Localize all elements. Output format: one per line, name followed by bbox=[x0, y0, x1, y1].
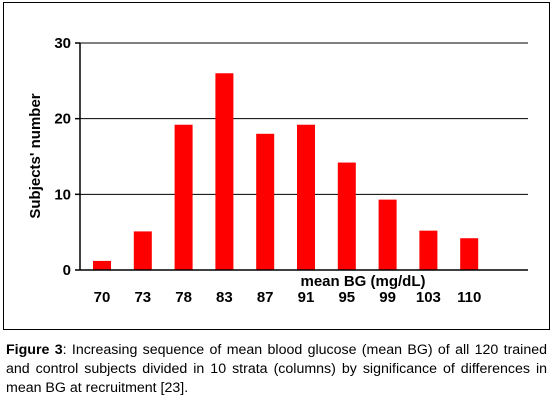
y-tick-labels: 0 10 20 30 bbox=[54, 35, 80, 279]
x-tick-label: 83 bbox=[216, 289, 233, 306]
x-axis-label: mean BG (mg/dL) bbox=[300, 273, 425, 290]
bar bbox=[133, 231, 152, 270]
x-tick-label: 70 bbox=[94, 289, 111, 306]
caption-reference: [23] bbox=[160, 380, 185, 396]
y-tick-label: 30 bbox=[54, 35, 71, 52]
caption-end: . bbox=[184, 380, 189, 396]
y-tick-label: 0 bbox=[63, 262, 71, 279]
bar bbox=[174, 124, 193, 270]
figure-caption: Figure 3: Increasing sequence of mean bl… bbox=[6, 341, 547, 398]
bar-chart: 0 10 20 30 70 73 78 83 87 91 95 99 103 110 mean BG (… bbox=[27, 35, 528, 306]
bar bbox=[297, 124, 315, 270]
caption-label: Figure 3 bbox=[6, 342, 63, 358]
x-tick-label: 87 bbox=[257, 289, 274, 306]
bar bbox=[337, 162, 356, 270]
x-tick-label: 99 bbox=[379, 289, 396, 306]
bars bbox=[93, 73, 479, 271]
x-tick-label: 95 bbox=[338, 289, 355, 306]
x-tick-labels: 70 73 78 83 87 91 95 99 103 110 bbox=[94, 289, 482, 306]
bar bbox=[215, 73, 234, 271]
y-tick-label: 20 bbox=[54, 111, 71, 128]
x-tick-label: 103 bbox=[416, 289, 441, 306]
caption-text: : Increasing sequence of mean blood gluc… bbox=[6, 342, 548, 396]
bar bbox=[256, 133, 275, 270]
y-tick-label: 10 bbox=[54, 186, 71, 203]
bar bbox=[378, 199, 397, 270]
x-tick-label: 110 bbox=[457, 289, 481, 306]
x-tick-label: 91 bbox=[298, 289, 315, 306]
chart-frame bbox=[3, 2, 550, 330]
bar bbox=[419, 230, 438, 270]
x-tick-label: 73 bbox=[134, 289, 151, 306]
x-tick-label: 78 bbox=[175, 289, 192, 306]
y-axis-label: Subjects' number bbox=[27, 93, 44, 218]
bar bbox=[93, 260, 111, 270]
bar bbox=[460, 238, 479, 270]
